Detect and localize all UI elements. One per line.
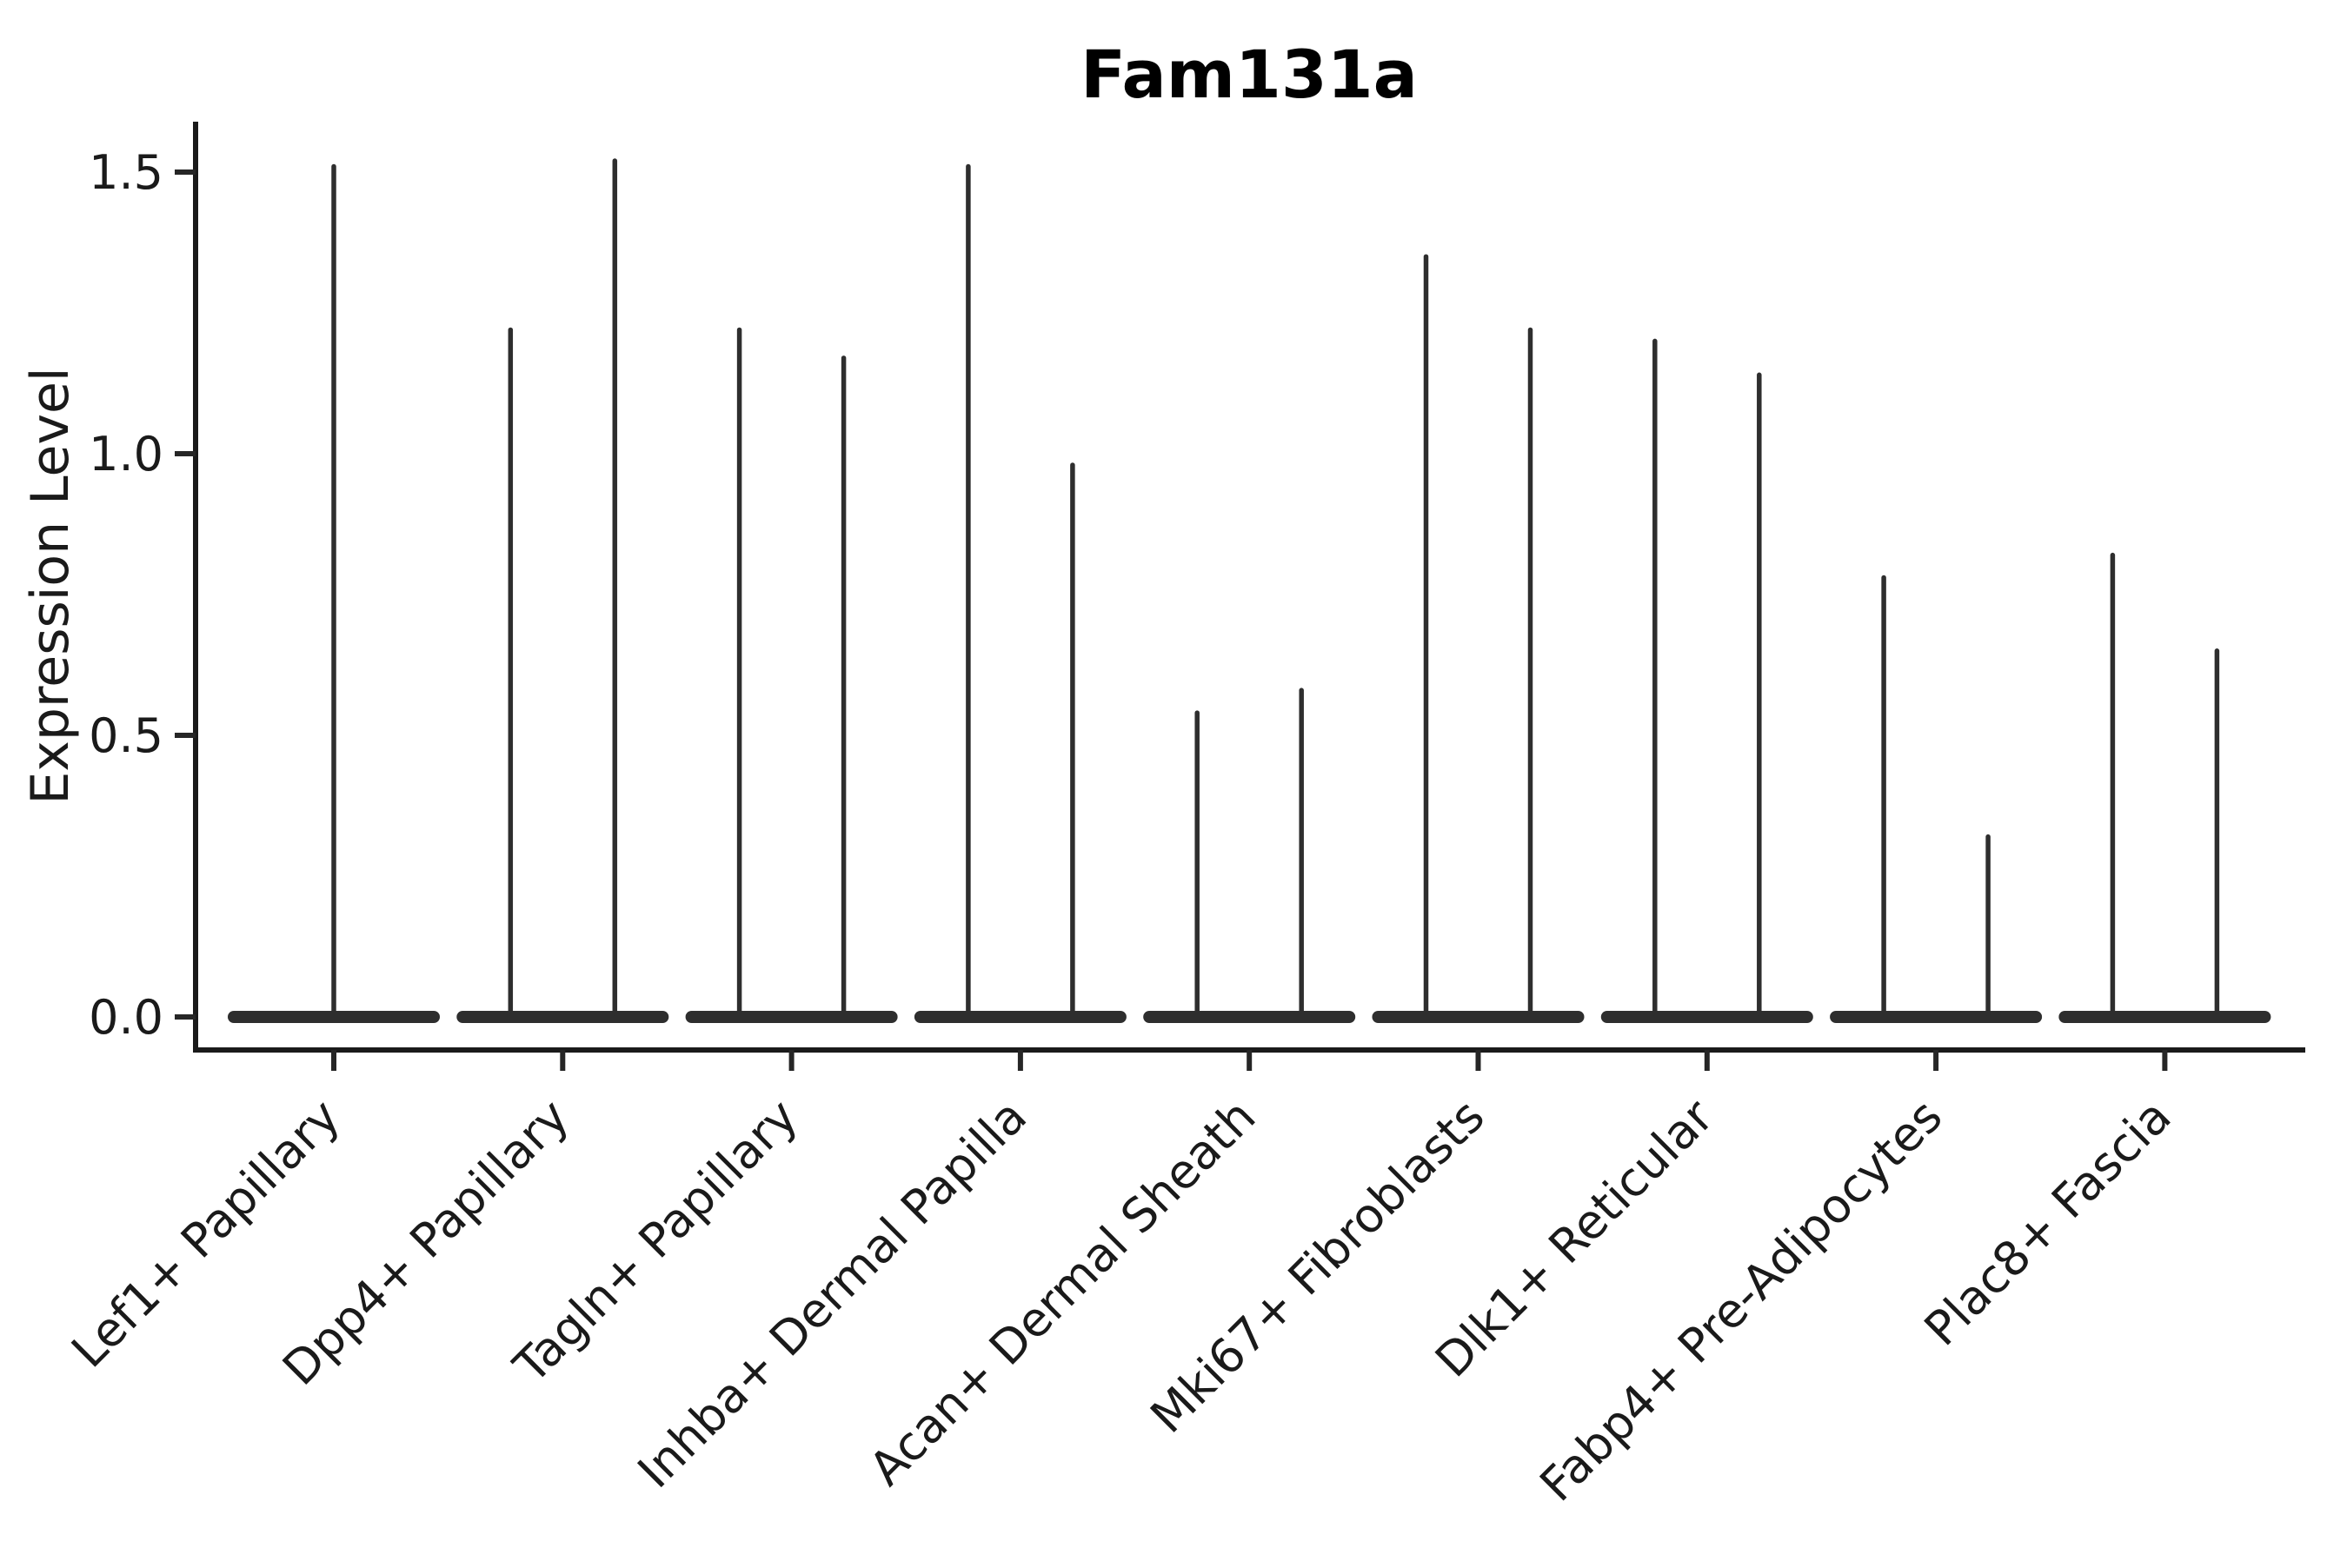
violin-group xyxy=(685,327,898,1023)
violin-group xyxy=(914,163,1127,1023)
x-tick-label: Plac8+ Fascia xyxy=(1914,1089,2182,1357)
x-tick-label: Inhba+ Dermal Papilla xyxy=(628,1089,1037,1498)
violin-group xyxy=(1600,338,1813,1023)
violin-group xyxy=(1830,575,2043,1023)
violin-series xyxy=(228,158,2271,1023)
y-tick-label: 1.5 xyxy=(89,145,163,200)
violin-group xyxy=(1372,254,1585,1023)
x-tick-label: Acan+ Dermal Sheath xyxy=(859,1089,1266,1496)
x-tick-label: Fabp4+ Pre-Adipocytes xyxy=(1529,1089,1952,1512)
y-axis-label: Expression Level xyxy=(20,367,81,804)
violin-group xyxy=(228,163,440,1023)
y-tick-label: 1.0 xyxy=(89,427,163,482)
y-ticks: 0.0 0.5 1.0 1.5 xyxy=(89,145,196,1045)
chart-title: Fam131a xyxy=(1080,36,1418,113)
violin-group xyxy=(456,158,669,1023)
violin-group xyxy=(2058,552,2271,1023)
violin-group xyxy=(1143,688,1356,1023)
y-tick-label: 0.0 xyxy=(89,990,163,1045)
y-tick-label: 0.5 xyxy=(89,708,163,763)
